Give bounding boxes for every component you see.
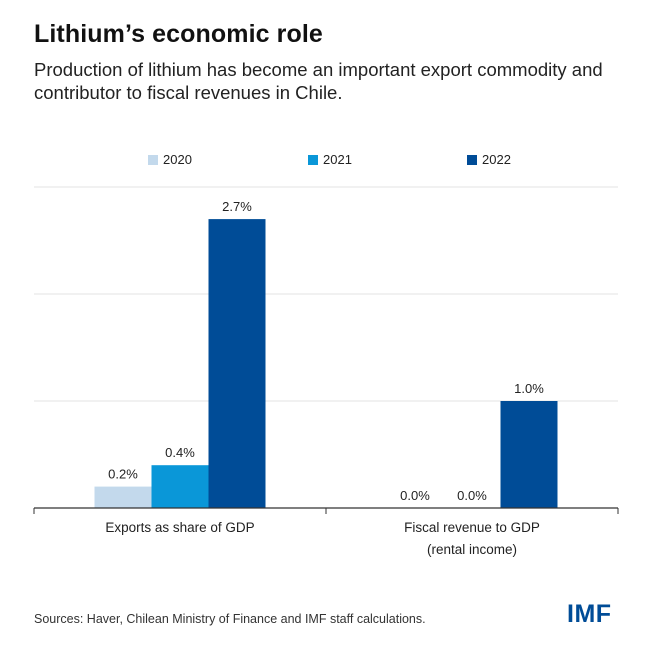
imf-logo: IMF xyxy=(567,600,612,628)
category-label: Exports as share of GDP xyxy=(105,520,254,535)
legend-label-2022: 2022 xyxy=(482,152,511,167)
category-label: Fiscal revenue to GDP xyxy=(404,520,540,535)
data-label-2020-cat1: 0.0% xyxy=(400,488,430,503)
bar-2020-cat0 xyxy=(94,486,152,508)
bar-2022-cat0 xyxy=(208,219,266,508)
legend-swatch-2021 xyxy=(308,154,318,165)
data-label-2022-cat0: 2.7% xyxy=(222,199,252,214)
data-label-2021-cat0: 0.4% xyxy=(165,445,195,460)
category-label: (rental income) xyxy=(427,542,517,557)
legend-swatch-2020 xyxy=(148,154,158,165)
legend-item-2020: 2020 xyxy=(148,152,192,167)
legend-item-2021: 2021 xyxy=(308,152,352,167)
legend-label-2021: 2021 xyxy=(323,152,352,167)
data-label-2022-cat1: 1.0% xyxy=(514,381,544,396)
legend-item-2022: 2022 xyxy=(467,152,511,167)
chart-title: Lithium’s economic role xyxy=(34,20,323,48)
bar-2021-cat0 xyxy=(151,465,209,508)
bar-2022-cat1 xyxy=(500,401,558,508)
source-note: Sources: Haver, Chilean Ministry of Fina… xyxy=(34,612,426,626)
legend: 2020 2021 2022 xyxy=(0,152,650,172)
legend-label-2020: 2020 xyxy=(163,152,192,167)
chart-subtitle: Production of lithium has become an impo… xyxy=(34,59,603,103)
data-label-2021-cat1: 0.0% xyxy=(457,488,487,503)
data-label-2020-cat0: 0.2% xyxy=(108,467,138,482)
legend-swatch-2022 xyxy=(467,154,477,165)
